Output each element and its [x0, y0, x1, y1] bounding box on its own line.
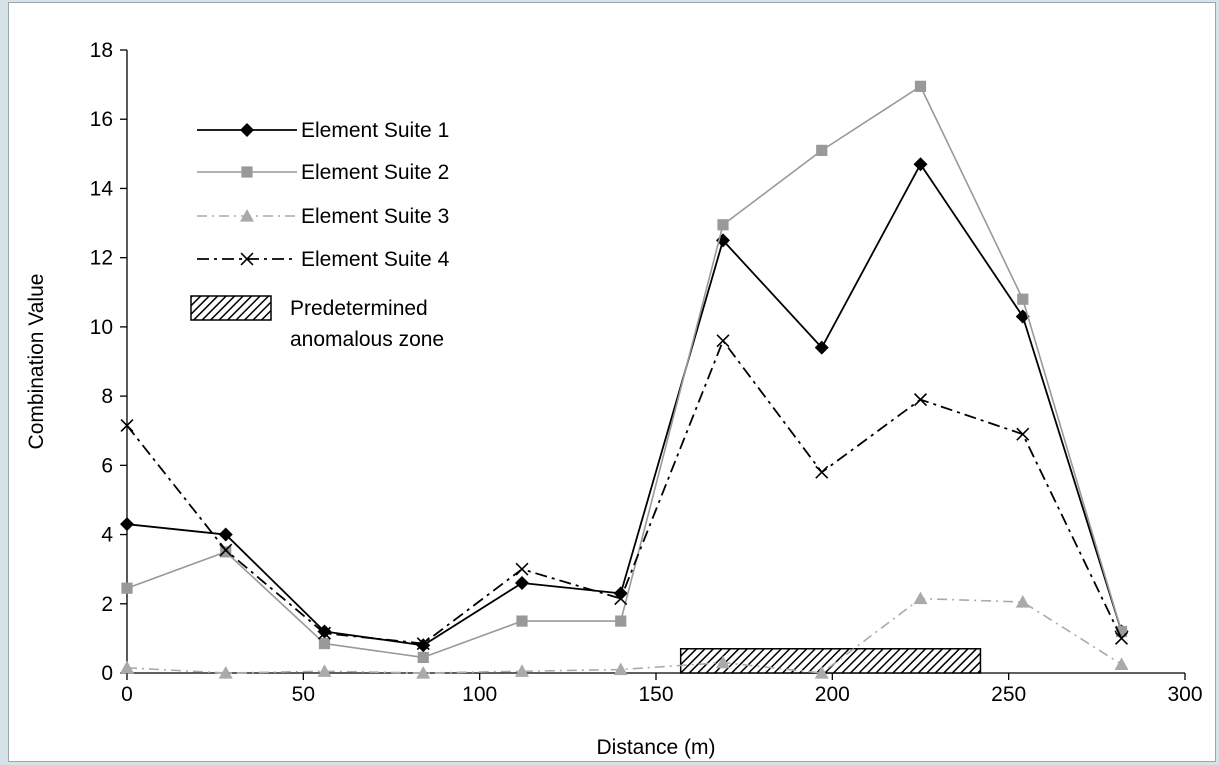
y-tick-label: 14	[90, 177, 114, 200]
data-point	[614, 592, 628, 606]
x-axis-title: Distance (m)	[596, 736, 715, 759]
data-point	[514, 576, 529, 591]
data-point	[317, 624, 332, 639]
x-tick-label: 250	[991, 683, 1026, 706]
legend-zone-label: anomalous zone	[290, 328, 444, 351]
data-point	[717, 219, 729, 231]
legend-zone-label: Predetermined	[290, 297, 428, 320]
y-tick-label: 8	[101, 385, 113, 408]
data-point	[815, 465, 829, 479]
data-point	[613, 662, 628, 676]
series-line	[126, 163, 1123, 647]
data-point	[716, 655, 731, 669]
legend: Element Suite 1 Element Suite 2 Element Su…	[190, 119, 450, 351]
data-point	[241, 166, 253, 178]
data-point	[121, 582, 133, 594]
data-point	[716, 334, 730, 348]
data-point	[416, 638, 431, 653]
data-point	[913, 393, 928, 407]
data-point	[816, 144, 828, 156]
y-tick-label: 2	[101, 593, 113, 616]
x-tick-label: 50	[292, 683, 315, 706]
data-point	[220, 546, 232, 558]
axes: 0 2 4 6 8 10 12 14 16 18 0 50 100 150 200 250 300	[90, 39, 1203, 706]
x-tick-label: 300	[1167, 683, 1202, 706]
legend-label: Element Suite 3	[301, 205, 449, 228]
data-point	[1016, 427, 1030, 441]
data-point	[515, 562, 529, 576]
data-point	[416, 637, 430, 651]
data-point	[120, 660, 134, 674]
series-2	[121, 80, 1128, 664]
data-point	[1115, 625, 1128, 638]
data-point	[317, 626, 332, 640]
data-point	[417, 651, 429, 664]
data-point	[218, 666, 233, 679]
data-point	[516, 615, 528, 627]
y-tick-label: 6	[101, 454, 113, 477]
data-point	[219, 543, 233, 557]
legend-label: Element Suite 4	[301, 248, 450, 271]
data-point	[514, 664, 529, 677]
x-tick-label: 200	[815, 683, 850, 706]
data-point	[1017, 293, 1029, 305]
data-point	[120, 419, 134, 433]
y-tick-label: 0	[101, 662, 113, 685]
series-1	[120, 157, 1129, 653]
anomalous-zone	[679, 648, 982, 674]
series-3	[120, 591, 1129, 679]
series-layer	[120, 80, 1129, 679]
series-4	[120, 334, 1129, 651]
legend-zone-swatch	[190, 295, 272, 321]
data-point	[913, 591, 928, 605]
data-point	[1015, 595, 1030, 608]
y-tick-label: 16	[90, 108, 113, 131]
data-point	[120, 517, 134, 532]
data-point	[240, 123, 254, 137]
data-point	[914, 80, 927, 92]
data-point	[317, 664, 332, 677]
data-point	[240, 209, 254, 222]
data-point	[218, 527, 233, 542]
data-point	[318, 637, 331, 650]
x-tick-label: 150	[638, 683, 673, 706]
data-point	[814, 340, 829, 355]
data-point	[416, 666, 431, 679]
data-point	[1114, 657, 1129, 670]
data-point	[913, 157, 928, 172]
data-point	[814, 666, 829, 679]
x-tick-label: 100	[462, 683, 497, 706]
y-tick-label: 18	[90, 39, 113, 62]
anomalous-zone-bar	[679, 648, 982, 674]
legend-label: Element Suite 2	[301, 161, 449, 184]
y-tick-label: 10	[90, 316, 113, 339]
chart-frame: 0 2 4 6 8 10 12 14 16 18 0 50 100 150 200 250 300 Elemen…	[8, 2, 1216, 762]
y-tick-label: 12	[90, 247, 113, 270]
data-point	[615, 615, 627, 627]
x-tick-label: 0	[121, 683, 133, 706]
line-chart: 0 2 4 6 8 10 12 14 16 18 0 50 100 150 200 250 300 Elemen…	[25, 39, 1203, 759]
data-point	[240, 252, 254, 266]
y-tick-label: 4	[101, 524, 113, 547]
legend-label: Element Suite 1	[301, 119, 449, 142]
y-axis-title: Combination Value	[25, 274, 48, 450]
data-point	[1115, 631, 1129, 645]
